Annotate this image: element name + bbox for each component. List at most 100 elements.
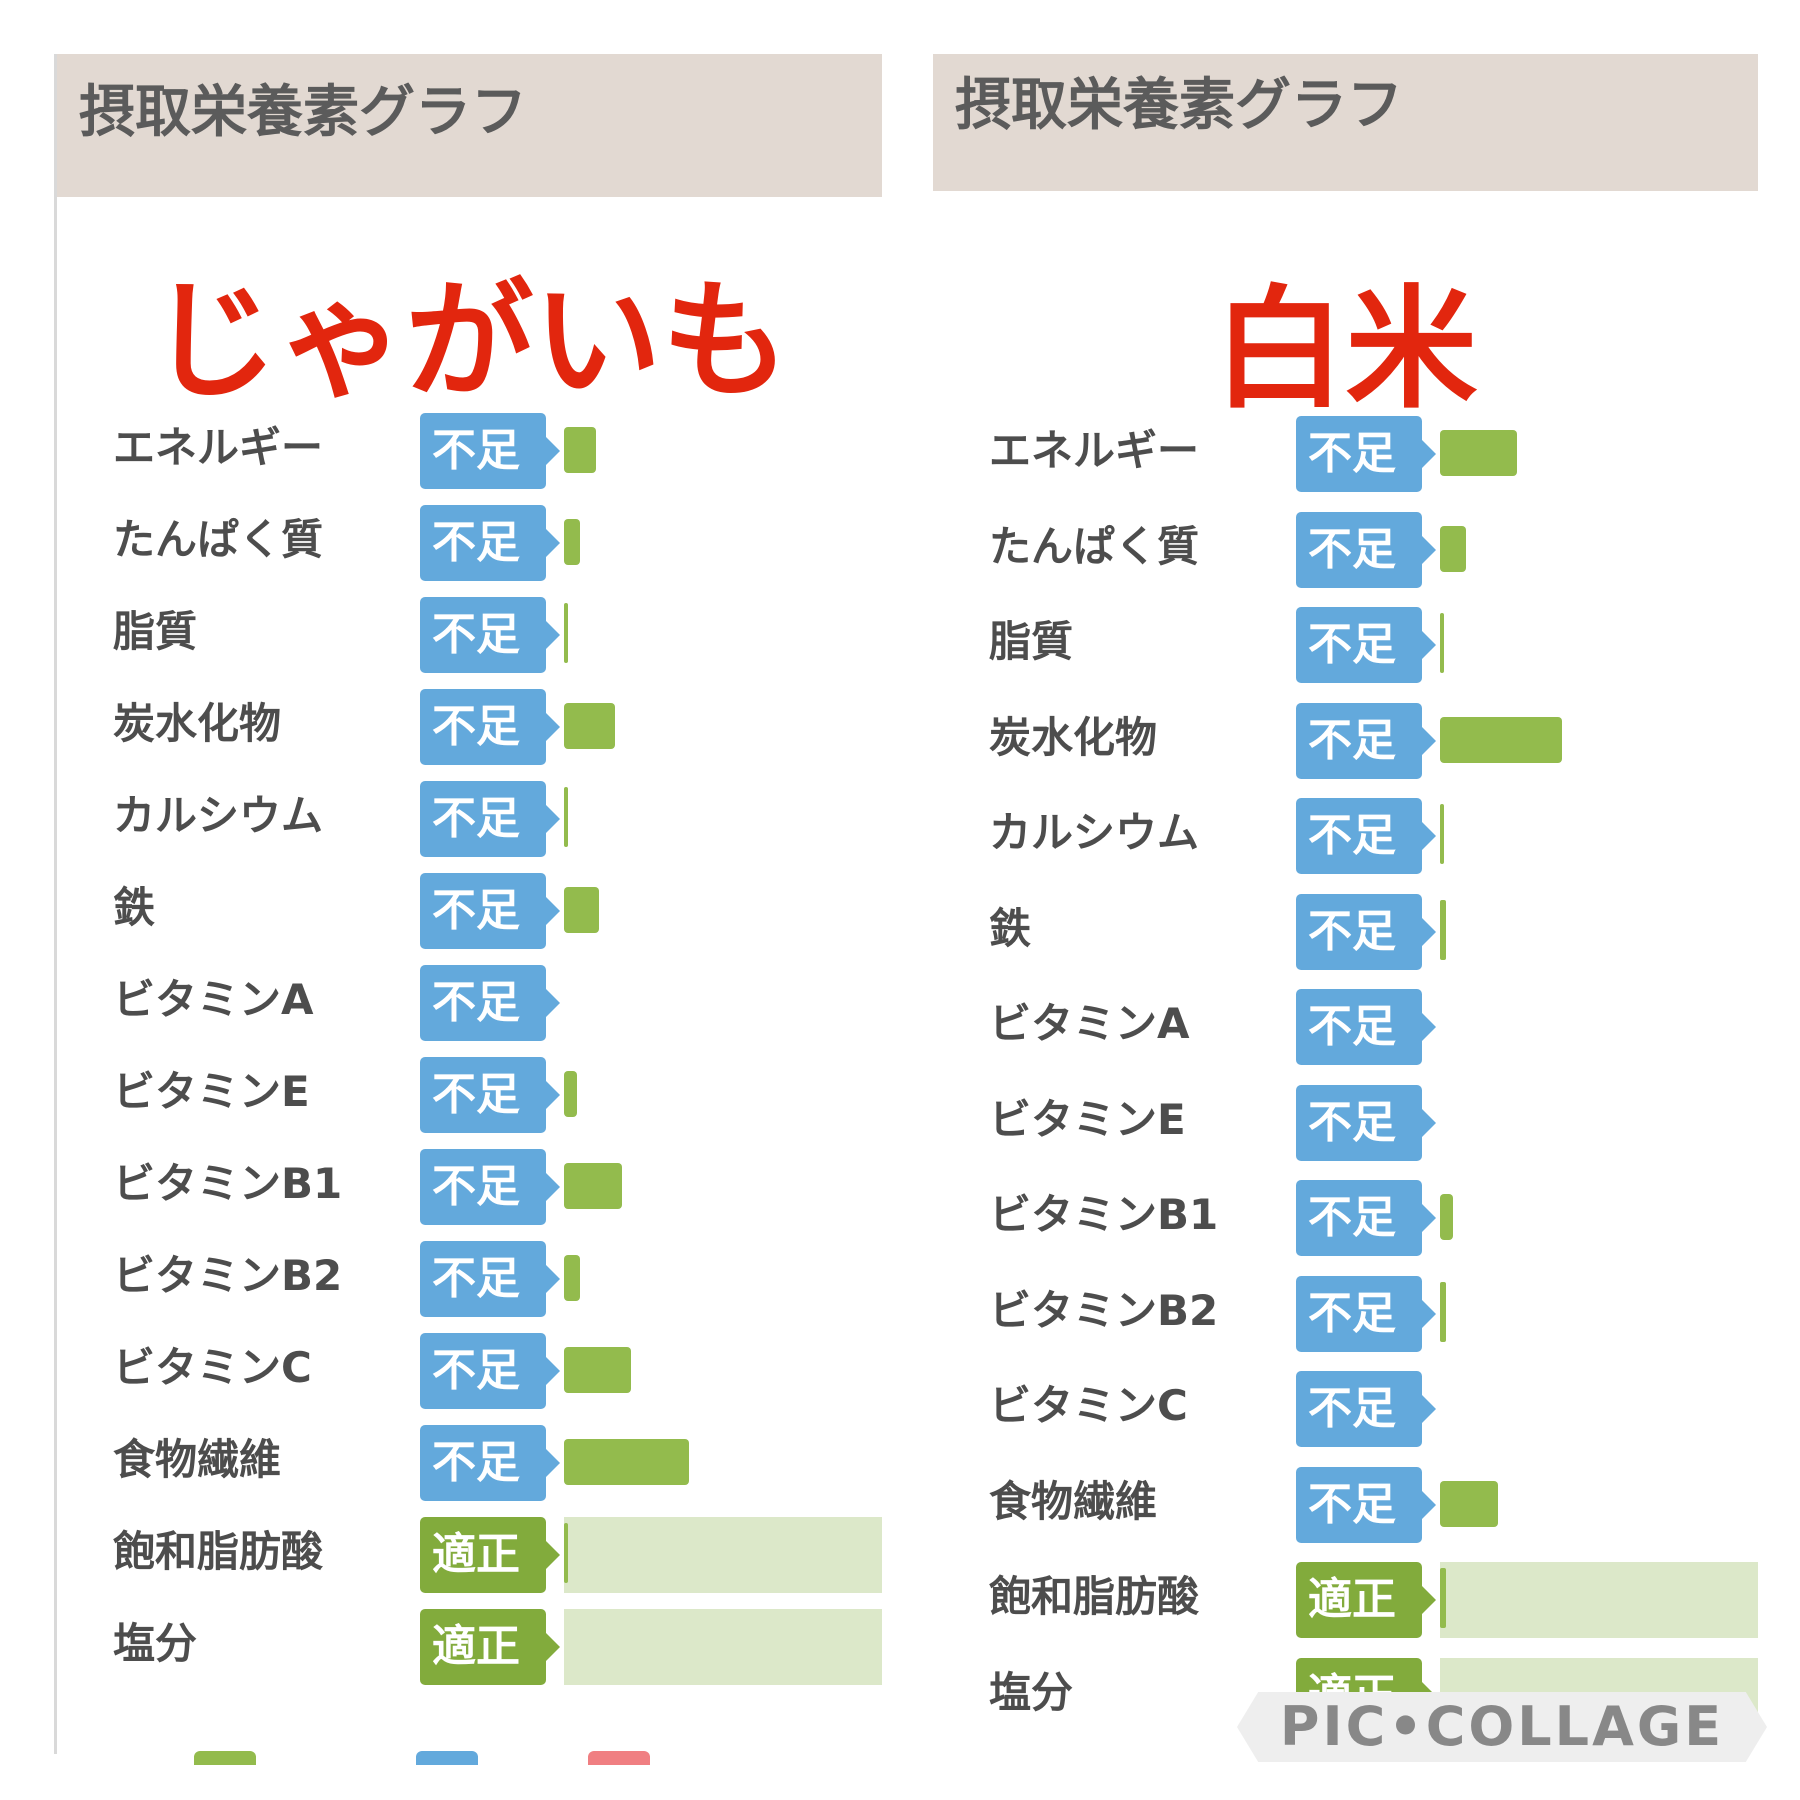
badge-arrow — [546, 897, 560, 925]
nutrient-row: エネルギー 不足 — [57, 409, 882, 501]
status-label: 不足 — [1308, 1383, 1396, 1434]
nutrient-label: ビタミンE — [989, 1094, 1186, 1144]
status-badge: 不足 — [1296, 893, 1436, 970]
badge-arrow — [1422, 1490, 1436, 1519]
bar — [1440, 613, 1444, 673]
status-label: 不足 — [1308, 905, 1396, 957]
bar — [564, 787, 568, 847]
nutrient-row: ビタミンC 不足 — [933, 1367, 1758, 1463]
status-label: 不足 — [432, 701, 520, 752]
status-label: 不足 — [432, 1069, 520, 1120]
nutrient-rows: エネルギー 不足 たんぱく質 不足 脂質 不足 炭水化物 不足 カルシウム 不足鉄不足 ビタミンA 不… — [57, 409, 882, 1697]
nutrient-label: 飽和脂肪酸 — [989, 1572, 1200, 1621]
status-badge: 不足 — [1296, 511, 1436, 588]
status-label: 不足 — [1308, 428, 1396, 479]
nutrient-row: 炭水化物 不足 — [933, 699, 1758, 795]
nutrient-row: カルシウム 不足 — [933, 794, 1758, 890]
status-badge: 不足 — [420, 965, 560, 1041]
badge-arrow — [1422, 1204, 1436, 1232]
status-label: 不足 — [432, 1437, 520, 1488]
nutrient-row: たんぱく質 不足 — [57, 501, 882, 593]
badge-arrow — [546, 1265, 560, 1293]
status-badge: 不足 — [420, 413, 560, 489]
badge-arrow — [1422, 1395, 1436, 1423]
status-badge: 不足 — [420, 1057, 560, 1133]
status-badge: 不足 — [420, 1149, 560, 1225]
status-label: 適正 — [1308, 1574, 1396, 1625]
nutrient-label: ビタミンB1 — [113, 1159, 343, 1208]
bar — [564, 1347, 631, 1393]
status-label: 不足 — [432, 517, 520, 568]
badge-arrow — [1422, 726, 1436, 755]
badge-arrow — [1422, 440, 1436, 468]
nutrient-row: ビタミンE 不足 — [57, 1053, 882, 1145]
nutrient-row: 食物繊維 不足 — [933, 1463, 1758, 1559]
nutrient-row: 脂質 不足 — [933, 603, 1758, 699]
status-badge: 不足 — [420, 689, 560, 765]
status-label: 不足 — [1308, 714, 1396, 766]
bar-track — [564, 1517, 882, 1593]
status-label: 不足 — [1308, 1287, 1396, 1339]
status-label: 不足 — [1308, 810, 1396, 861]
badge-arrow — [1422, 1586, 1436, 1614]
nutrient-label: 飽和脂肪酸 — [113, 1527, 324, 1576]
status-badge: 不足 — [1296, 1180, 1436, 1256]
panel-header: 摂取栄養素グラフ — [933, 54, 1758, 191]
nutrient-row: 飽和脂肪酸 適正 — [57, 1513, 882, 1605]
bar — [1440, 1480, 1498, 1527]
badge-arrow — [1422, 535, 1436, 564]
status-badge: 不足 — [1296, 607, 1436, 683]
food-title: 白米 — [1213, 273, 1478, 427]
badge-arrow — [546, 1541, 560, 1569]
nutrient-label: ビタミンA — [113, 975, 314, 1024]
nutrient-label: 塩分 — [989, 1667, 1074, 1717]
badge-arrow — [546, 1357, 560, 1385]
badge-arrow — [546, 989, 560, 1017]
status-badge: 不足 — [1296, 1466, 1436, 1543]
badge-arrow — [1422, 917, 1436, 946]
status-badge: 不足 — [420, 505, 560, 581]
food-title: じゃがいも — [149, 267, 790, 416]
status-label: 不足 — [1308, 619, 1396, 670]
nutrient-row: 鉄 不足 — [57, 869, 882, 961]
nutrient-label: ビタミンB1 — [989, 1190, 1219, 1239]
nutrient-label: 脂質 — [989, 617, 1074, 666]
badge-arrow — [1422, 822, 1436, 850]
status-label: 不足 — [432, 425, 520, 476]
legend-swatch-red — [588, 1751, 650, 1765]
nutrient-label: カルシウム — [989, 808, 1200, 857]
badge-arrow — [546, 1449, 560, 1477]
status-badge: 不足 — [1296, 702, 1436, 779]
bar — [1440, 899, 1446, 960]
status-label: 不足 — [432, 1253, 520, 1304]
bar — [564, 519, 580, 565]
badge-arrow — [546, 1633, 560, 1661]
bar-track — [1440, 1562, 1758, 1638]
badge-arrow — [546, 805, 560, 833]
bar — [564, 703, 615, 749]
nutrient-label: ビタミンB2 — [113, 1251, 343, 1300]
nutrient-label: ビタミンC — [989, 1381, 1188, 1430]
nutrient-label: 鉄 — [989, 903, 1032, 953]
bar — [564, 1071, 577, 1117]
nutrient-panel-rice: 摂取栄養素グラフ 白米 エネルギー 不足 たんぱく質 不足 脂質 不足 炭水化物 不足 カルシウ… — [933, 54, 1758, 1754]
status-label: 不足 — [1308, 523, 1396, 575]
status-label: 不足 — [432, 1161, 520, 1212]
nutrient-row: ビタミンB2 不足 — [933, 1272, 1758, 1368]
status-badge: 不足 — [1296, 798, 1436, 874]
badge-arrow — [546, 1173, 560, 1201]
nutrient-row: たんぱく質 不足 — [933, 508, 1758, 604]
bar — [564, 1255, 580, 1301]
bar — [564, 1439, 689, 1485]
badge-arrow — [546, 713, 560, 741]
nutrient-row: エネルギー 不足 — [933, 412, 1758, 508]
status-badge: 不足 — [1296, 989, 1436, 1065]
badge-arrow — [546, 621, 560, 649]
watermark: PIC•COLLAGE — [1237, 1692, 1767, 1762]
panel-header: 摂取栄養素グラフ — [57, 54, 882, 197]
status-label: 適正 — [432, 1621, 520, 1672]
status-badge: 不足 — [420, 1333, 560, 1409]
nutrient-row: 食物繊維 不足 — [57, 1421, 882, 1513]
bar — [564, 1163, 622, 1209]
status-badge: 適正 — [420, 1517, 560, 1593]
